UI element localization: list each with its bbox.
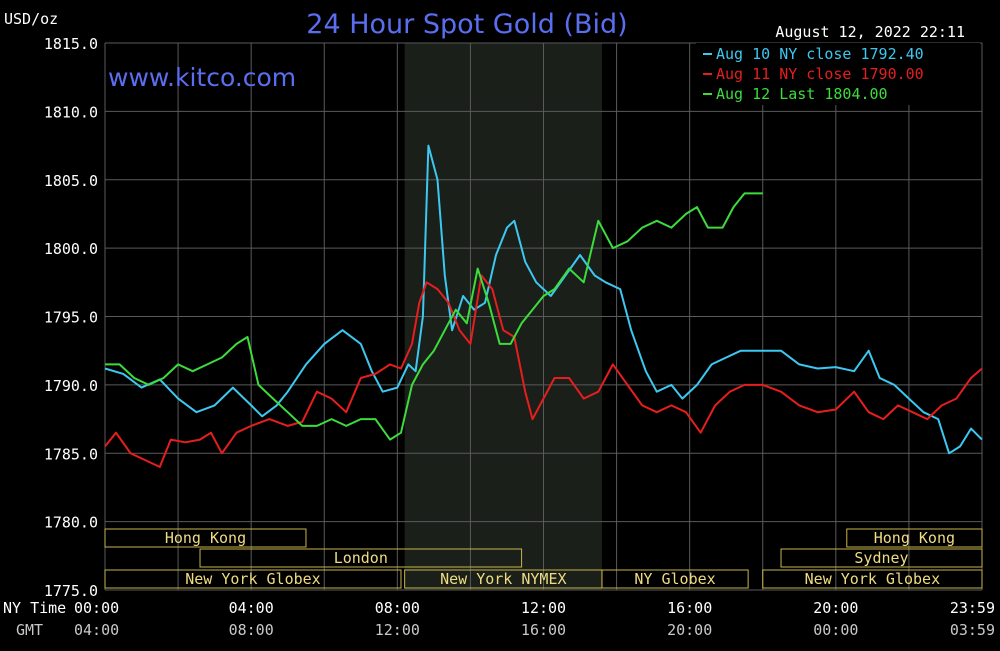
legend-entry: Aug 12 Last 1804.00 [716, 85, 888, 103]
session-label: New York Globex [805, 570, 940, 588]
y-axis: 1815.0 1810.0 1805.0 1800.0 1795.0 1790.0 1785… [44, 35, 98, 600]
y-tick-label: 1795.0 [44, 309, 98, 327]
session-label: Sydney [854, 549, 908, 567]
x-tick-label: 20:00 [667, 621, 712, 639]
session-label: London [334, 549, 388, 567]
session-label: New York NYMEX [440, 570, 566, 588]
x-axis-row-label: GMT [16, 621, 43, 639]
y-tick-label: 1775.0 [44, 582, 98, 600]
session-box [104, 569, 402, 589]
y-tick-label: 1815.0 [44, 35, 98, 53]
session-label: Hong Kong [165, 529, 246, 547]
chart-title: 24 Hour Spot Gold (Bid) [306, 9, 627, 40]
series-line [105, 192, 763, 441]
x-tick-label: 00:00 [813, 621, 858, 639]
session-box [846, 528, 983, 548]
x-tick-label: 08:00 [375, 599, 420, 617]
x-tick-label: 12:00 [521, 599, 566, 617]
x-tick-label: 12:00 [375, 621, 420, 639]
x-tick-label: 04:00 [74, 621, 119, 639]
session-label: New York Globex [185, 570, 320, 588]
y-tick-label: 1785.0 [44, 445, 98, 463]
x-tick-label: 03:59 [950, 621, 995, 639]
session-label: Hong Kong [874, 529, 955, 547]
session-label: NY Globex [634, 570, 715, 588]
session-box [601, 569, 749, 589]
legend-entry: Aug 10 NY close 1792.40 [716, 45, 924, 63]
legend: Aug 10 NY close 1792.40 Aug 11 NY close 1… [696, 43, 980, 105]
session-box [104, 528, 307, 548]
y-tick-label: 1805.0 [44, 172, 98, 190]
x-tick-label: 23:59 [950, 599, 995, 617]
series-layer [104, 144, 983, 468]
y-tick-label: 1790.0 [44, 377, 98, 395]
x-tick-label: 16:00 [667, 599, 712, 617]
session-box [762, 569, 983, 589]
x-tick-label: 04:00 [229, 599, 274, 617]
x-axis: NY Time 00:00 04:00 08:00 12:00 16:00 20:00 23:… [3, 599, 995, 639]
market-sessions: Hong Kong Hong Kong London Sydney New York G… [104, 528, 983, 589]
x-tick-label: 08:00 [229, 621, 274, 639]
grid-layer [104, 42, 983, 591]
unit-label: USD/oz [4, 10, 58, 28]
x-tick-label: 00:00 [74, 599, 119, 617]
x-axis-row-label: NY Time [3, 599, 66, 617]
legend-box [696, 43, 980, 105]
session-box [199, 548, 523, 568]
y-tick-label: 1810.0 [44, 103, 98, 121]
session-box [780, 548, 983, 568]
timestamp: August 12, 2022 22:11 [775, 23, 965, 41]
y-tick-label: 1780.0 [44, 514, 98, 532]
series-line [104, 144, 983, 455]
x-tick-label: 20:00 [813, 599, 858, 617]
x-tick-label: 16:00 [521, 621, 566, 639]
legend-entry: Aug 11 NY close 1790.00 [716, 65, 924, 83]
y-tick-label: 1800.0 [44, 240, 98, 258]
watermark-url: www.kitco.com [108, 63, 296, 92]
